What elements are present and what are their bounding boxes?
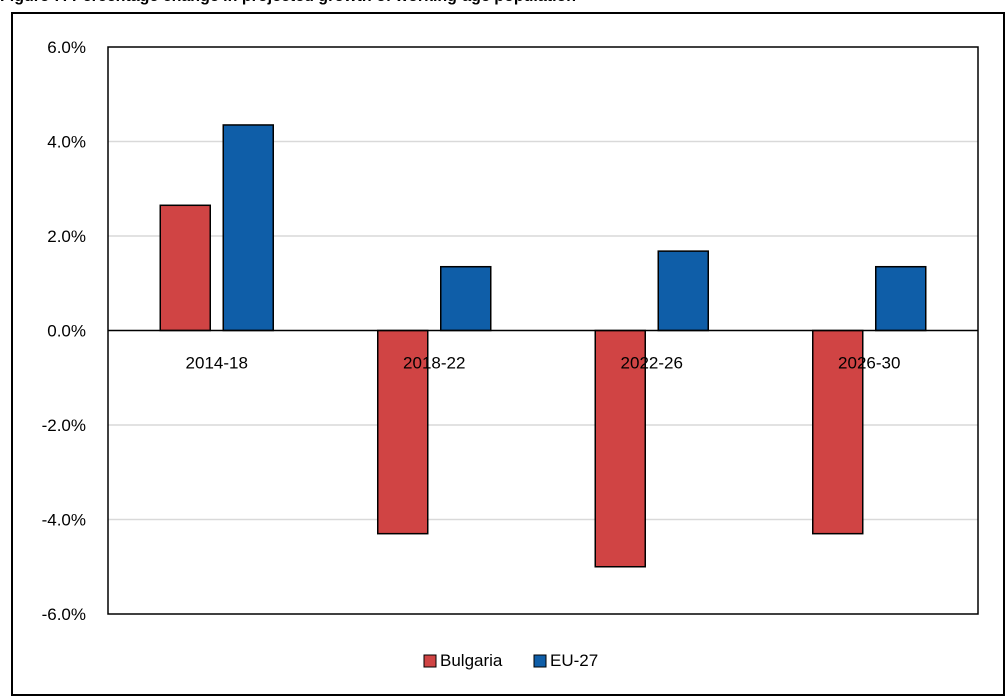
y-axis-ticks: 6.0% 4.0% 2.0% 0.0% -2.0% -4.0% -6.0% — [42, 38, 86, 624]
bar-eu-27-2018-22 — [440, 265, 492, 332]
bar-eu-27-2014-18 — [222, 124, 274, 332]
x-category-label: 2022-26 — [621, 354, 683, 373]
bar-bulgaria-2014-18 — [159, 204, 211, 332]
x-category-label: 2026-30 — [838, 354, 900, 373]
y-tick-label: 0.0% — [47, 322, 86, 341]
legend-label-bulgaria: Bulgaria — [440, 651, 503, 670]
x-axis-categories: 2014-18 2018-22 2022-26 2026-30 — [186, 354, 901, 373]
bar-bulgaria-2026-30 — [812, 329, 864, 535]
x-category-label: 2018-22 — [403, 354, 465, 373]
legend-label-eu-27: EU-27 — [550, 651, 598, 670]
legend-swatch-eu-27 — [533, 654, 547, 668]
y-tick-label: 2.0% — [47, 227, 86, 246]
x-category-label: 2014-18 — [186, 354, 248, 373]
y-tick-label: -4.0% — [42, 511, 86, 530]
bar-eu-27-2022-26 — [657, 250, 709, 332]
bars — [159, 124, 927, 568]
y-tick-label: -6.0% — [42, 605, 86, 624]
y-tick-label: 6.0% — [47, 38, 86, 57]
y-tick-label: -2.0% — [42, 416, 86, 435]
legend: Bulgaria EU-27 — [423, 651, 598, 670]
y-tick-label: 4.0% — [47, 133, 86, 152]
bar-bulgaria-2022-26 — [594, 329, 646, 568]
bar-eu-27-2026-30 — [875, 265, 927, 332]
figure-caption: Figure 7: Percentage change in projected… — [0, 0, 1007, 8]
legend-swatch-bulgaria — [423, 654, 437, 668]
